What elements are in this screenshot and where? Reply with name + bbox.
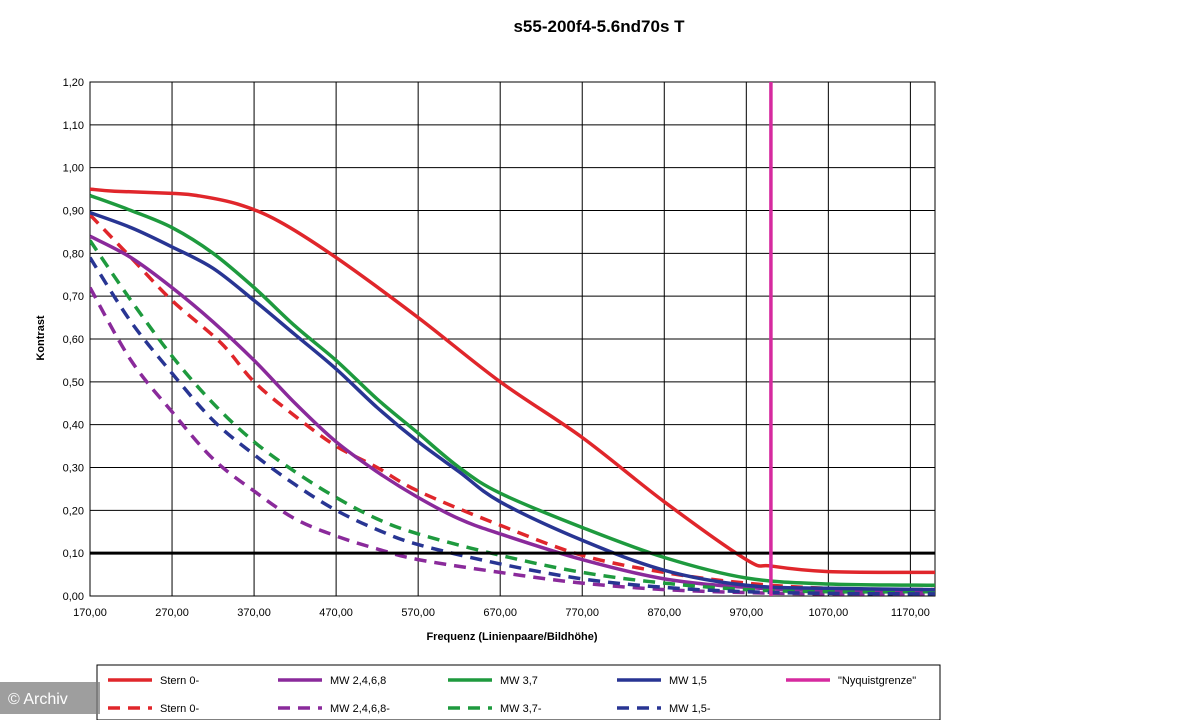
x-tick-label: 470,00 [319, 607, 353, 619]
legend: Stern 0- MW 2,4,6,8 MW 3,7 MW 1,5 "Nyquistgr… [96, 664, 941, 720]
reference-lines [90, 82, 935, 596]
y-tick-label: 0,40 [63, 420, 84, 432]
y-tick-label: 0,10 [63, 548, 84, 560]
legend-label: "Nyquistgrenze" [838, 675, 916, 687]
x-tick-label: 1170,00 [891, 607, 930, 619]
series-layer [90, 187, 935, 596]
series-line-mw-2-4-6-8-dashed [90, 286, 935, 596]
watermark-text: © Archiv [8, 691, 68, 708]
x-tick-label: 270,00 [155, 607, 189, 619]
legend-label: MW 1,5- [669, 703, 711, 715]
y-tick-label: 1,10 [63, 120, 84, 132]
watermark-badge: © Archiv [0, 682, 100, 714]
legend-label: MW 3,7- [500, 703, 542, 715]
legend-label: MW 1,5 [669, 675, 707, 687]
legend-label: MW 2,4,6,8- [330, 703, 390, 715]
tick-labels: 170,00 270,00 370,00 470,00 570,00 670,00 770,… [63, 77, 930, 619]
series-line-mw-1-5 [90, 210, 935, 592]
x-tick-label: 1070,00 [808, 607, 848, 619]
legend-box [96, 664, 941, 720]
y-tick-label: 0,50 [63, 377, 84, 389]
legend-label: MW 3,7 [500, 675, 538, 687]
series-line-mw-3-7 [90, 193, 935, 588]
chart-title: s55-200f4-5.6nd70s T [513, 17, 685, 36]
x-tick-label: 570,00 [401, 607, 435, 619]
legend-label: Stern 0- [160, 703, 199, 715]
y-tick-label: 0,70 [63, 291, 84, 303]
y-tick-label: 1,20 [63, 77, 84, 89]
x-tick-label: 770,00 [565, 607, 599, 619]
x-tick-label: 670,00 [483, 607, 517, 619]
y-tick-label: 1,00 [63, 163, 84, 175]
legend-label: MW 2,4,6,8 [330, 675, 386, 687]
y-tick-label: 0,20 [63, 505, 84, 517]
y-tick-label: 0,60 [63, 334, 84, 346]
x-axis-label: Frequenz (Linienpaare/Bildhöhe) [426, 631, 597, 643]
x-tick-label: 970,00 [729, 607, 763, 619]
series-line-mw-2-4-6-8 [90, 234, 935, 594]
x-tick-label: 370,00 [237, 607, 271, 619]
legend-label: Stern 0- [160, 675, 199, 687]
y-tick-label: 0,30 [63, 463, 84, 475]
series-line-mw-3-7-dashed [90, 239, 935, 594]
y-tick-label: 0,90 [63, 206, 84, 218]
x-tick-label: 870,00 [647, 607, 681, 619]
series-line-stern-0-dashed [90, 213, 935, 592]
series-line-stern-0 [90, 187, 935, 575]
y-tick-label: 0,00 [63, 591, 84, 603]
x-tick-label: 170,00 [73, 607, 107, 619]
series-line-mw-1-5-dashed [90, 256, 935, 596]
grid [89, 81, 936, 597]
watermark-background [0, 682, 100, 714]
y-axis-label: Kontrast [35, 315, 47, 361]
y-tick-label: 0,80 [63, 248, 84, 260]
